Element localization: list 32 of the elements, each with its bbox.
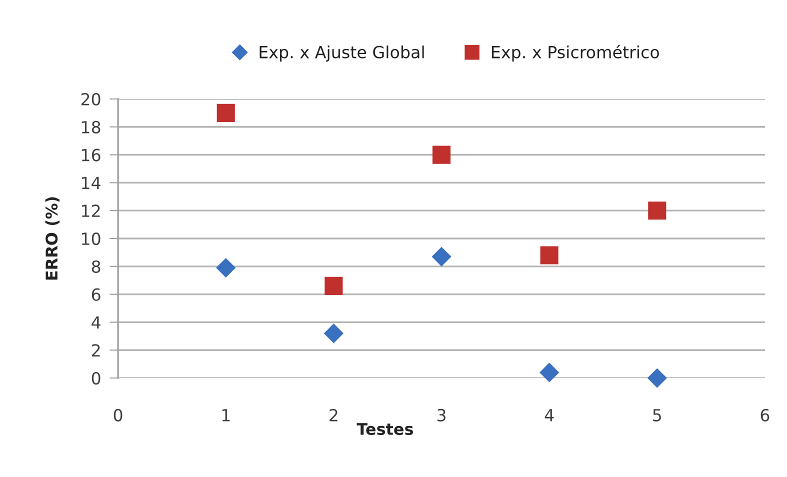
point xyxy=(432,146,451,164)
x-tick-label: 1 xyxy=(222,409,230,422)
y-tick-label: 12 xyxy=(82,204,100,217)
x-tick-label: 2 xyxy=(330,408,338,422)
point xyxy=(540,362,559,382)
y-tick-label: 2 xyxy=(92,344,100,356)
x-axis-title: Testes xyxy=(356,423,414,436)
point xyxy=(648,202,666,220)
legend-label: Exp. x Psicrométrico xyxy=(492,44,659,62)
point xyxy=(324,324,344,343)
legend-label: Exp. x Ajuste Global xyxy=(260,46,424,62)
point xyxy=(648,368,667,388)
point xyxy=(216,258,236,278)
y-tick-label: 20 xyxy=(81,92,100,106)
point xyxy=(216,104,235,122)
y-tick-label: 8 xyxy=(92,260,100,273)
x-tick-label: 3 xyxy=(437,408,446,422)
y-tick-label: 6 xyxy=(92,288,100,301)
y-tick-label: 0 xyxy=(92,372,100,385)
point xyxy=(432,247,452,266)
point xyxy=(540,246,558,264)
y-tick-label: 18 xyxy=(82,120,100,134)
y-tick-label: 10 xyxy=(82,232,100,246)
x-tick-label: 6 xyxy=(760,408,770,422)
y-axis-title: ERRO (%) xyxy=(45,197,60,280)
y-tick-label: 14 xyxy=(82,176,100,190)
x-tick-label: 5 xyxy=(653,409,661,422)
y-tick-label: 16 xyxy=(82,148,100,162)
x-tick-label: 4 xyxy=(544,409,554,422)
point xyxy=(324,276,343,295)
y-tick-label: 4 xyxy=(92,316,100,329)
x-tick-label: 0 xyxy=(114,408,122,422)
